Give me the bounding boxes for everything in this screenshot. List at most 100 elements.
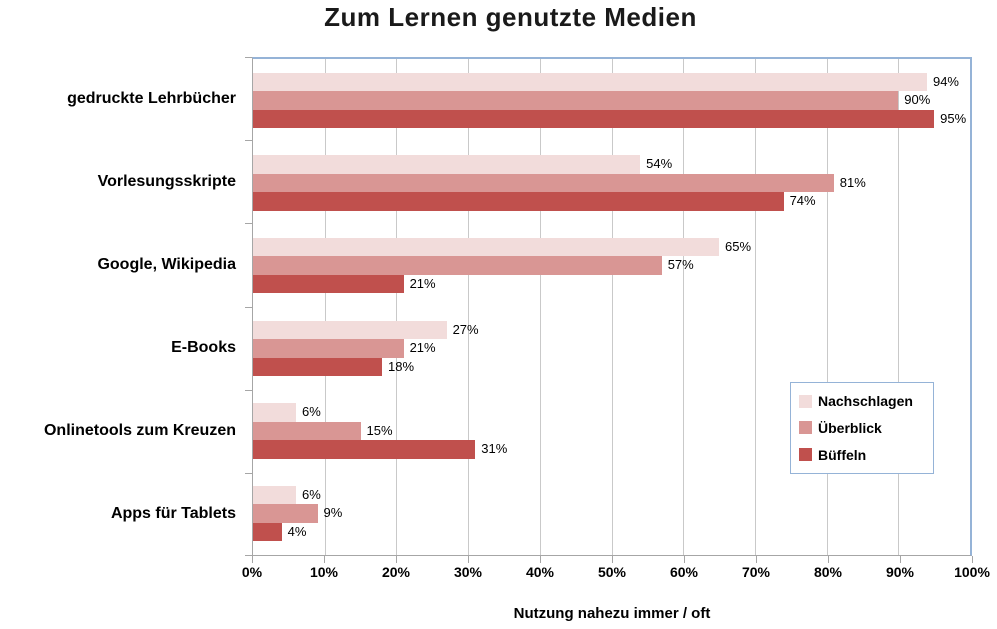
bar-value-label: 15% [366,422,393,438]
bar-value-label: 18% [388,358,415,374]
bar-row: 4% [253,522,970,542]
bar-value-label: 74% [789,193,816,209]
x-axis-tick [900,556,901,563]
bar-value-label: 6% [302,486,321,502]
legend-item: Büffeln [799,447,925,463]
x-axis-tick-label: 0% [241,564,263,580]
legend-label: Nachschlagen [818,393,913,410]
bar-row: 90% [253,91,970,110]
x-axis-tick [252,556,253,563]
bar-group: 54% 81% 74% [253,142,970,225]
y-axis-tick [245,306,252,308]
bar-value-label: 27% [452,321,479,337]
x-axis-tick-label: 100% [954,564,990,580]
bar-büffeln [253,274,404,294]
x-axis-tick [828,556,829,563]
x-axis-tick-label: 40% [525,564,555,580]
legend-item: Nachschlagen [799,393,925,409]
bar-group: 65% 57% 21% [253,224,970,307]
bar-row: 54% [253,155,970,174]
bar-value-label: 31% [481,441,508,457]
bar-nachschlagen [253,237,720,257]
bar-überblick [253,256,662,275]
bar-row: 57% [253,256,970,275]
bar-büffeln [253,440,476,459]
y-axis-tick [245,140,252,142]
bar-überblick [253,173,834,193]
bar-row: 18% [253,357,970,377]
y-axis-tick [245,389,252,391]
x-axis-tick [756,556,757,563]
bar-büffeln [253,192,784,211]
x-axis-tick-label: 60% [669,564,699,580]
chart-title: Zum Lernen genutzte Medien [324,2,697,32]
bar-group: 27% 21% 18% [253,307,970,390]
bar-row: 9% [253,504,970,523]
category-label: Vorlesungsskripte [97,172,236,190]
bar-value-label: 6% [302,404,321,420]
bar-row: 6% [253,403,970,422]
bar-row: 95% [253,109,970,129]
x-axis-tick [324,556,325,563]
bar-büffeln [253,357,383,377]
x-axis-tick-label: 50% [597,564,627,580]
x-axis-tick [972,556,973,563]
bar-überblick [253,339,404,358]
bar-row: 21% [253,274,970,294]
bar-nachschlagen [253,72,927,92]
category-slot: 54% 81% 74% [253,142,970,225]
bar-row: 21% [253,339,970,358]
bar-group: 94% 90% 95% [253,59,970,142]
gridline [539,59,541,555]
x-axis-tick [468,556,469,563]
legend-label: Büffeln [818,446,867,463]
bar-value-label: 54% [646,156,673,172]
y-axis-tick [245,472,252,474]
bar-büffeln [253,522,282,542]
legend-item: Überblick [799,420,925,436]
x-axis-title: Nutzung nahezu immer / oft [513,605,711,622]
bar-value-label: 94% [932,73,959,89]
x-axis-tick-label: 80% [813,564,843,580]
x-axis-tick-label: 30% [453,564,483,580]
legend: Nachschlagen Überblick Büffeln [790,382,934,474]
category-slot: 6% 15% 31% [253,390,970,473]
bar-nachschlagen [253,320,447,340]
bar-row: 31% [253,440,970,459]
bar-value-label: 90% [904,92,931,108]
y-axis-tick [245,57,252,58]
bar-value-label: 4% [287,523,307,539]
bar-nachschlagen [253,485,297,505]
legend-swatch [799,421,812,435]
bar-value-label: 57% [667,257,694,273]
gridline [468,59,470,555]
bar-value-label: 9% [323,505,343,521]
plot-area: 94% 90% 95% 54% 81% 74% 65% 57% 21% 27% 21% 18% 6% 15… [252,57,972,556]
legend-swatch [799,394,812,408]
bar-nachschlagen [253,155,641,174]
bar-row: 94% [253,72,970,92]
category-label: Google, Wikipedia [97,255,236,273]
category-label: E-Books [171,339,236,357]
x-axis-tick-label: 70% [741,564,771,580]
category-label: gedruckte Lehrbücher [67,89,236,107]
gridline [754,59,756,555]
bar-value-label: 21% [409,340,436,356]
x-axis-tick [396,556,397,563]
x-axis-tick-label: 10% [309,564,339,580]
category-slot: 94% 90% 95% [253,59,970,142]
bar-value-label: 81% [839,174,866,190]
bar-group: 6% 15% 31% [253,390,970,473]
bar-nachschlagen [253,403,297,422]
category-slot: 65% 57% 21% [253,224,970,307]
x-axis-tick [684,556,685,563]
category-slot: 6% 9% 4% [253,472,970,555]
bar-row: 15% [253,421,970,441]
gridline [324,59,326,555]
gridline [683,59,685,555]
gridline [826,59,828,555]
x-axis-tick-label: 90% [885,564,915,580]
x-axis-tick [612,556,613,563]
bar-row: 6% [253,485,970,505]
